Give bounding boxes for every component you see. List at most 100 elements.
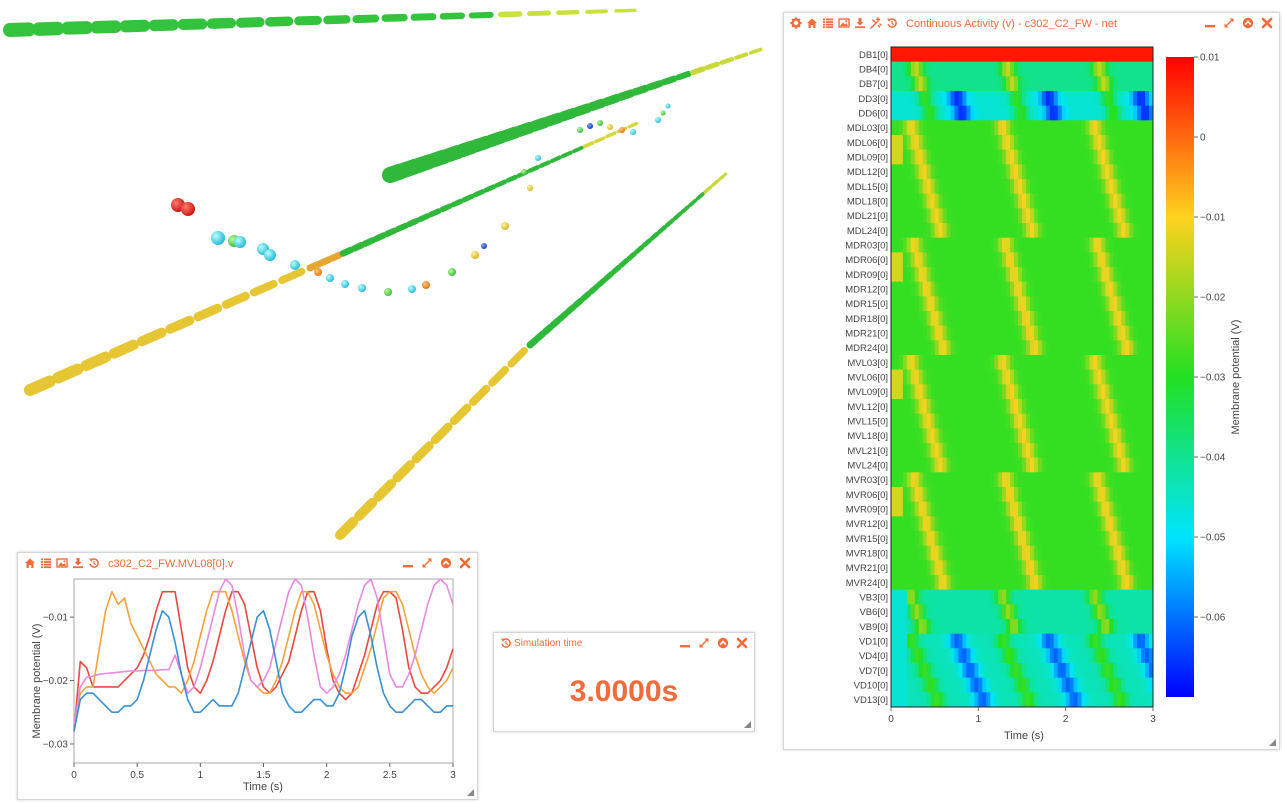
list-icon[interactable]: [40, 557, 52, 569]
heatmap-cell: [1002, 193, 1007, 209]
heatmap-cell: [966, 149, 971, 165]
heatmap-cell: [898, 531, 904, 547]
heatmap-cell: [1149, 457, 1154, 473]
heatmap-cell: [926, 340, 932, 356]
heatmap-cell: [1141, 531, 1146, 547]
heatmap-cell: [891, 399, 896, 415]
heatmap-cell: [958, 296, 963, 312]
close-icon[interactable]: [459, 557, 471, 569]
muscle-segment: [614, 8, 637, 13]
list-icon[interactable]: [822, 17, 834, 29]
heatmap-cell: [974, 677, 979, 693]
heatmap-cell: [902, 91, 908, 107]
heatmap-cell: [1117, 223, 1122, 239]
heatmap-cell: [1049, 575, 1055, 591]
download-icon[interactable]: [854, 17, 866, 29]
heatmap-cell: [1049, 311, 1055, 327]
heatmap-cell: [966, 619, 971, 635]
maximize-icon[interactable]: [1223, 17, 1235, 29]
heatmap-cell: [998, 91, 1003, 107]
reset-icon[interactable]: [886, 17, 898, 29]
home-icon[interactable]: [806, 17, 818, 29]
trace-resize-handle[interactable]: [467, 789, 474, 796]
heatmap-cell: [998, 648, 1003, 664]
heatmap-cell: [970, 355, 975, 371]
heatmap-cell: [942, 164, 948, 180]
heatmap-cell: [966, 472, 971, 488]
reset-icon[interactable]: [500, 637, 512, 649]
trace-chart[interactable]: 0 0.5 1 1.5 2 2.5 3 −0.01−0.02−0.03 Time (s) M…: [18, 553, 477, 799]
heatmap-cell: [1053, 135, 1059, 151]
maximize-icon[interactable]: [698, 637, 710, 649]
heatmap-cell: [1073, 560, 1079, 576]
heatmap-cell: [994, 501, 999, 517]
close-icon[interactable]: [736, 637, 748, 649]
collapse-icon[interactable]: [1242, 17, 1254, 29]
heatmap-cell: [1129, 223, 1134, 239]
heatmap-cell: [974, 340, 979, 356]
image-icon[interactable]: [838, 17, 850, 29]
reset-icon[interactable]: [88, 557, 100, 569]
minimize-icon[interactable]: [1204, 17, 1216, 29]
muscle-segment: [611, 264, 622, 275]
heatmap-cell: [990, 91, 995, 107]
heatmap-cell: [926, 296, 932, 312]
heatmap-cell: [1025, 179, 1031, 195]
heatmap-cell: [1045, 149, 1051, 165]
heatmap-cell: [974, 281, 979, 297]
sim-resize-handle[interactable]: [744, 721, 751, 728]
heatmap-cell: [950, 91, 956, 107]
heatmap-cell: [990, 120, 995, 136]
heatmap-cell: [1033, 179, 1039, 195]
home-icon[interactable]: [24, 557, 36, 569]
heatmap-cell: [1002, 428, 1007, 444]
gear-icon[interactable]: [790, 17, 802, 29]
heatmap-cell: [1097, 61, 1102, 77]
exclude-icon[interactable]: [870, 17, 882, 29]
heatmap-cell: [1069, 61, 1075, 77]
heatmap-cell: [998, 149, 1003, 165]
collapse-icon[interactable]: [717, 637, 729, 649]
heatmap-cell: [1121, 91, 1126, 107]
heatmap-cell: [1006, 223, 1011, 239]
minimize-icon[interactable]: [402, 557, 414, 569]
heatmap-cell: [990, 531, 995, 547]
heatmap-resize-handle[interactable]: [1269, 739, 1276, 746]
heatmap-cell: [1077, 472, 1083, 488]
heatmap-cell: [1029, 47, 1035, 63]
heatmap-cell: [898, 472, 904, 488]
minimize-icon[interactable]: [679, 637, 691, 649]
download-icon[interactable]: [72, 557, 84, 569]
heatmap-cell: [958, 237, 963, 253]
heatmap-row-label: DB4[0]: [859, 65, 888, 76]
heatmap-cell: [1101, 516, 1106, 532]
heatmap-cell: [1065, 120, 1071, 136]
heatmap-cell: [1085, 428, 1090, 444]
heatmap-cell: [1141, 575, 1146, 591]
collapse-icon[interactable]: [440, 557, 452, 569]
heatmap-cell: [902, 223, 908, 239]
heatmap-cell: [1061, 76, 1067, 92]
heatmap-cell: [1145, 105, 1150, 121]
heatmap-cell: [1121, 619, 1126, 635]
heatmap-cell: [1085, 545, 1090, 561]
heatmap-cell: [1037, 311, 1043, 327]
heatmap-cell: [962, 76, 967, 92]
heatmap-cell: [1041, 545, 1047, 561]
heatmap-cell: [1097, 663, 1102, 679]
heatmap-cell: [1022, 677, 1027, 693]
heatmap-cell: [930, 413, 936, 429]
heatmap-cell: [1041, 457, 1047, 473]
heatmap-cell: [1137, 516, 1142, 532]
heatmap-cell: [1057, 575, 1063, 591]
image-icon[interactable]: [56, 557, 68, 569]
heatmap-cell: [926, 267, 932, 283]
heatmap-chart[interactable]: DB1[0]DB4[0]DB7[0]DD3[0]DD6[0]MDL03[0]MD…: [784, 13, 1279, 749]
close-icon[interactable]: [1261, 17, 1273, 29]
heatmap-cell: [1002, 237, 1007, 253]
maximize-icon[interactable]: [421, 557, 433, 569]
heatmap-cell: [1022, 296, 1027, 312]
heatmap-cell: [1002, 311, 1007, 327]
heatmap-cell: [942, 604, 948, 620]
